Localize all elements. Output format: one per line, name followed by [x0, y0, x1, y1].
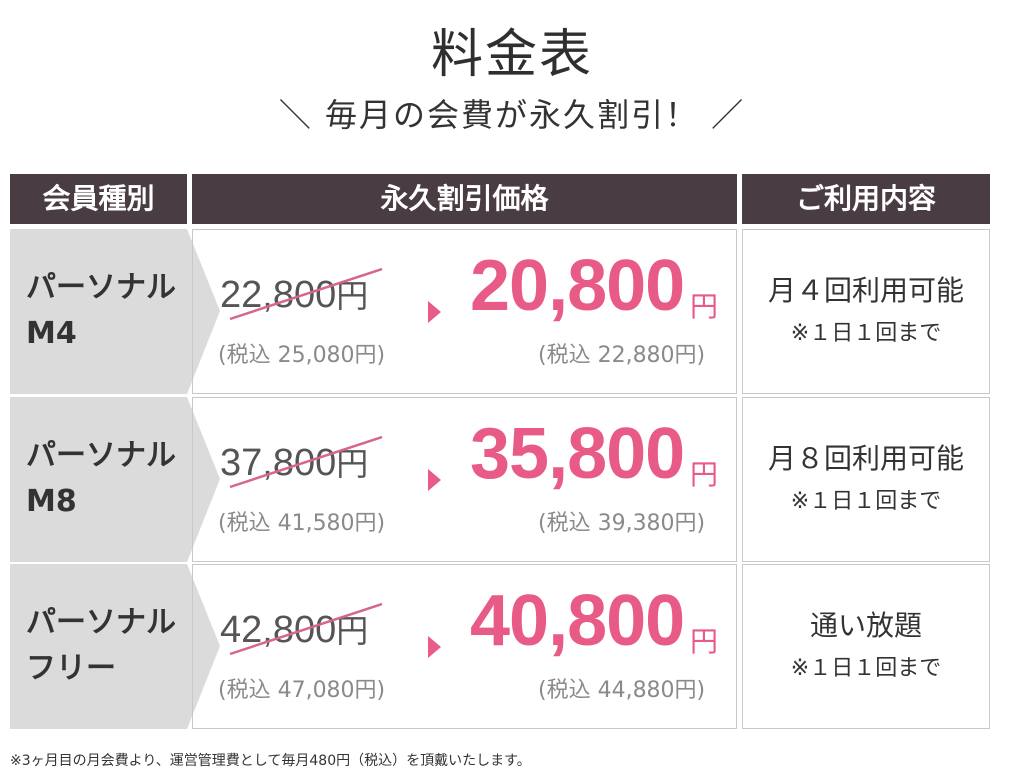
usage-cell: [742, 397, 990, 562]
old-price: 37,800円: [220, 442, 369, 484]
old-price-tax: (税込 47,080円): [218, 678, 386, 703]
triangle-right-icon: [428, 301, 441, 323]
plan-name: パーソナル フリー: [26, 605, 176, 686]
plan-row-m8: パーソナル M8 37,800円 (税込 41,580円) 35,800 円 (…: [0, 397, 1024, 562]
discount-price-yen: 円: [690, 290, 719, 323]
old-price-tax: (税込 25,080円): [218, 343, 386, 368]
usage-text: 月８回利用可能: [767, 442, 964, 475]
old-price-tax: (税込 41,580円): [218, 511, 386, 536]
plan-name: パーソナル M8: [26, 438, 176, 519]
triangle-right-icon: [428, 469, 441, 491]
discount-price: 20,800: [470, 246, 685, 326]
discount-price: 35,800: [470, 414, 685, 494]
strikethrough-line: [229, 267, 383, 321]
plan-row-free: パーソナル フリー 42,800円 (税込 47,080円) 40,800 円 …: [0, 564, 1024, 729]
old-price: 42,800円: [220, 609, 369, 651]
footnote: ※3ヶ月目の月会費より、運営管理費として毎月480円（税込）を頂戴いたします。: [10, 753, 531, 769]
usage-text: 通い放題: [809, 609, 922, 642]
header-usage: ご利用内容: [742, 174, 990, 224]
discount-price-tax: (税込 22,880円): [538, 343, 706, 368]
usage-text: 月４回利用可能: [767, 274, 964, 307]
usage-cell: [742, 564, 990, 729]
header-discount-price: 永久割引価格: [192, 174, 737, 224]
plan-row-m4: パーソナル M4 22,800円 (税込 25,080円) 20,800 円 (…: [0, 229, 1024, 394]
page-title: 料金表: [430, 25, 593, 85]
price-cell: [192, 397, 737, 562]
old-price: 22,800円: [220, 274, 369, 316]
plan-name: パーソナル M4: [26, 270, 176, 351]
usage-note: ※１日１回まで: [790, 656, 942, 681]
discount-price-tax: (税込 39,380円): [538, 511, 706, 536]
plan-type-cell: パーソナル フリー: [10, 564, 220, 729]
discount-price-yen: 円: [690, 625, 719, 658]
strikethrough-line: [229, 602, 383, 656]
usage-note: ※１日１回まで: [790, 321, 942, 346]
header-member-type: 会員種別: [10, 174, 187, 224]
plan-type-cell: パーソナル M4: [10, 229, 220, 394]
price-cell: [192, 229, 737, 394]
strikethrough-line: [229, 435, 383, 489]
price-cell: [192, 564, 737, 729]
usage-cell: [742, 229, 990, 394]
discount-price-yen: 円: [690, 458, 719, 491]
discount-price: 40,800: [470, 581, 685, 661]
plan-type-cell: パーソナル M8: [10, 397, 220, 562]
triangle-right-icon: [428, 636, 441, 658]
usage-note: ※１日１回まで: [790, 489, 942, 514]
page-subtitle: ＼ 毎月の会費が永久割引！ ／: [278, 96, 746, 134]
discount-price-tax: (税込 44,880円): [538, 678, 706, 703]
